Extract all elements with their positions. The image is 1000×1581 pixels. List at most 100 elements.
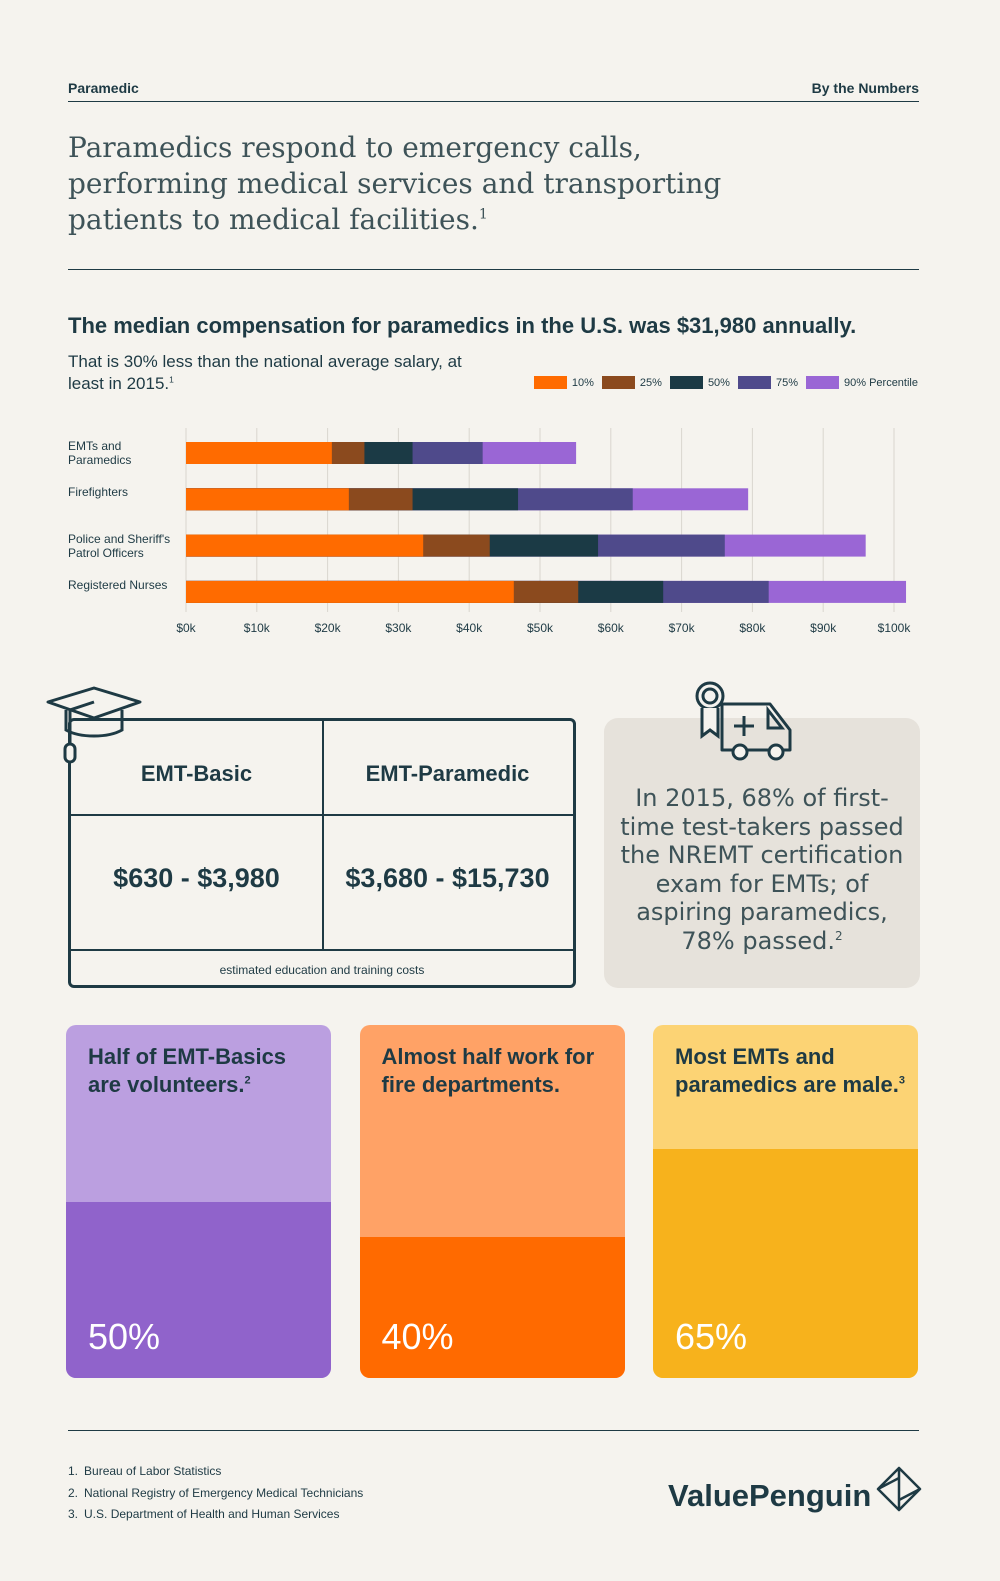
x-tick-label: $40k — [456, 621, 483, 635]
chart: $0k $10k $20k $30k $40k $50k $60k $70k $80k $90k $… — [176, 428, 911, 635]
legend-item: 50% — [669, 376, 730, 389]
stat-card: Almost half work for fire departments. 40… — [359, 1025, 625, 1378]
legend-item: 25% — [601, 376, 662, 389]
stat-body: Most EMTs and paramedics are male. — [675, 1044, 899, 1097]
stat-text: Most EMTs and paramedics are male.3 — [675, 1043, 905, 1099]
stat-value: 50% — [88, 1316, 161, 1357]
x-tick-label: $90k — [810, 621, 837, 635]
caption: estimated education and training costs — [219, 963, 425, 977]
footnote: 1. Bureau of Labor Statistics — [68, 1464, 221, 1478]
cost: $630 - $3,980 — [113, 863, 280, 893]
cost: $3,680 - $15,730 — [345, 863, 550, 893]
wheel — [731, 743, 749, 761]
window — [766, 705, 786, 730]
stat-fill — [66, 1201, 331, 1378]
chart-title: The median compensation for paramedics i… — [68, 313, 857, 338]
footnote-ref: 3 — [898, 1074, 905, 1087]
tassel-end — [63, 742, 77, 764]
legend-item: 10% — [533, 376, 594, 389]
x-tick-label: $30k — [385, 621, 412, 635]
x-tick-label: $20k — [315, 621, 342, 635]
header-left: Paramedic — [68, 80, 139, 96]
legend-label: 25% — [639, 376, 662, 389]
column-header: EMT-Paramedic — [365, 761, 530, 786]
legend-label: 75% — [775, 376, 798, 389]
stat-fill — [359, 1236, 625, 1378]
stat-body: Half of EMT-Basics are volunteers. — [88, 1044, 287, 1097]
logo-diamond — [876, 1466, 922, 1512]
footnote: 3. U.S. Department of Health and Human Se… — [68, 1507, 339, 1521]
graduation-cap-icon — [46, 686, 142, 764]
chart-subtitle: That is 30% less than the national avera… — [68, 351, 468, 395]
x-tick-label: $10k — [244, 621, 271, 635]
tassel — [68, 700, 95, 744]
bar — [186, 442, 332, 464]
legend: 10% 25% 50% 75% 90% Percentile — [533, 376, 918, 389]
legend-label: 50% — [707, 376, 730, 389]
exam-box: In 2015, 68% of first-time test-takers p… — [604, 718, 920, 988]
cross — [734, 716, 754, 736]
legend-swatch — [806, 376, 839, 389]
x-tick-label: $80k — [739, 621, 766, 635]
rule — [68, 101, 919, 102]
rule — [68, 1430, 919, 1431]
badge-inner — [701, 687, 719, 705]
y-tick-label: Registered Nurses — [68, 577, 168, 592]
van — [720, 702, 792, 752]
stat-value: 40% — [381, 1316, 454, 1357]
exam-body: In 2015, 68% of first-time test-takers p… — [620, 784, 904, 955]
divider — [322, 721, 324, 951]
footnote-text: National Registry of Emergency Medical T… — [84, 1485, 364, 1500]
legend-label: 10% — [571, 376, 594, 389]
brand-logo — [876, 1466, 922, 1512]
stat-card: Half of EMT-Basics are volunteers.2 50% — [66, 1025, 331, 1378]
x-tick-label: $0k — [176, 621, 196, 635]
bar — [186, 534, 424, 557]
footnote-ref: 2 — [244, 1074, 251, 1087]
legend-swatch — [601, 376, 635, 389]
cap-body — [64, 710, 124, 738]
stat-value: 65% — [675, 1316, 748, 1357]
wheel — [767, 743, 785, 761]
y-tick-label: Police and Sheriff's Patrol Officers — [68, 531, 171, 560]
footnote-number: 2. — [68, 1485, 79, 1500]
footnote-ref: 1 — [169, 374, 174, 385]
footnote-number: 3. — [68, 1507, 79, 1521]
footnote: 2. National Registry of Emergency Medical… — [68, 1486, 363, 1500]
x-tick-label: $60k — [598, 621, 625, 635]
footnote-text: U.S. Department of Health and Human Serv… — [84, 1507, 340, 1521]
ribbon — [700, 708, 720, 739]
header-right: By the Numbers — [811, 80, 919, 96]
y-tick-label: Firefighters — [68, 485, 129, 500]
legend-swatch — [737, 376, 771, 389]
footnote-ref: 2 — [834, 928, 843, 943]
intro: Paramedics respond to emergency calls, p… — [68, 130, 728, 238]
brand: ValuePenguin — [668, 1478, 872, 1513]
legend-item: 75% — [737, 376, 798, 389]
stat-fill — [653, 1148, 918, 1378]
stat-text: Almost half work for fire departments. — [382, 1043, 612, 1099]
divider — [71, 949, 573, 951]
x-tick-label: $50k — [527, 621, 554, 635]
stat-card: Most EMTs and paramedics are male.3 65% — [653, 1025, 918, 1378]
legend-swatch — [533, 376, 567, 389]
stat-body: Almost half work for fire departments. — [381, 1044, 595, 1097]
footnote-ref: 1 — [478, 206, 488, 223]
x-tick-label: $70k — [669, 621, 696, 635]
legend-swatch — [669, 376, 703, 389]
y-tick-label: EMTs and Paramedics — [68, 439, 132, 467]
column-header: EMT-Basic — [140, 761, 253, 786]
subtitle-text: That is 30% less than the national avera… — [68, 352, 462, 393]
footnote-number: 1. — [68, 1464, 79, 1478]
exam-text: In 2015, 68% of first-time test-takers p… — [618, 784, 906, 955]
legend-item: 90% Percentile — [806, 376, 918, 389]
legend-label: 90% Percentile — [844, 376, 918, 389]
footnote-text: Bureau of Labor Statistics — [84, 1464, 222, 1478]
stat-text: Half of EMT-Basics are volunteers.2 — [88, 1043, 318, 1099]
ambulance-icon — [695, 681, 792, 761]
divider — [71, 814, 573, 816]
intro-text: Paramedics respond to emergency calls, p… — [68, 131, 722, 236]
rule — [68, 269, 919, 270]
bar — [186, 488, 349, 511]
